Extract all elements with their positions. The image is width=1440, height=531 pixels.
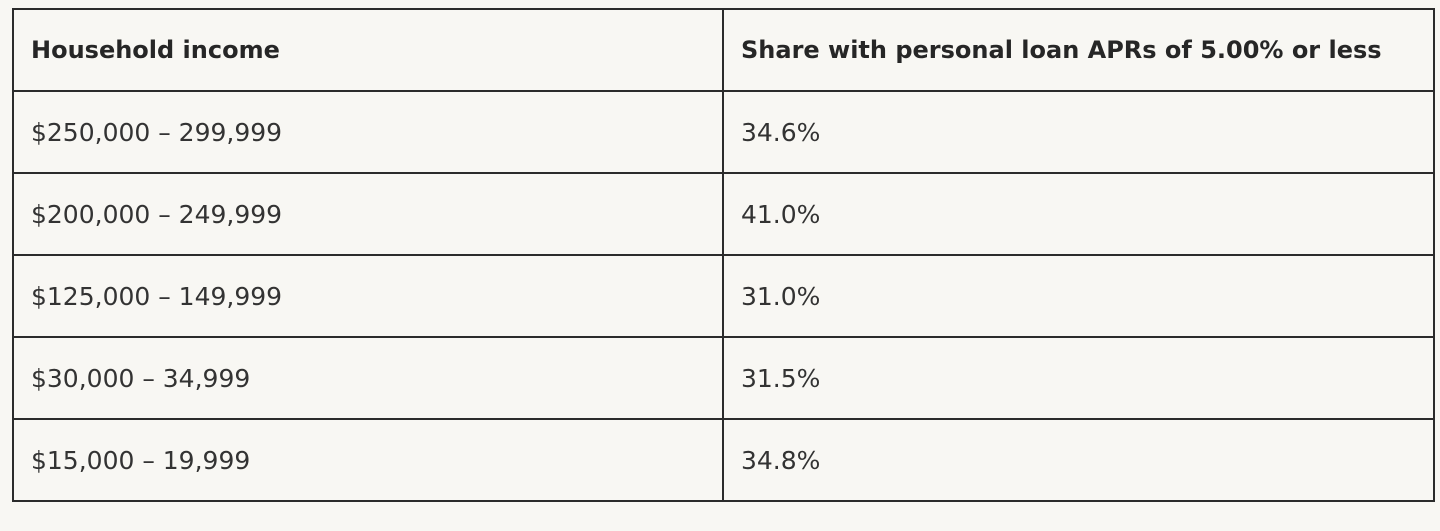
income-cell: $15,000 – 19,999 [12, 418, 724, 502]
header-household-income: Household income [12, 8, 724, 92]
income-apr-table: Household income Share with personal loa… [12, 8, 1435, 502]
share-cell: 34.6% [722, 90, 1435, 174]
table-header-row: Household income Share with personal loa… [12, 8, 1435, 92]
table-row: $30,000 – 34,999 31.5% [12, 336, 1435, 420]
income-cell: $250,000 – 299,999 [12, 90, 724, 174]
header-share-low-apr: Share with personal loan APRs of 5.00% o… [722, 8, 1435, 92]
table-row: $125,000 – 149,999 31.0% [12, 254, 1435, 338]
table-row: $200,000 – 249,999 41.0% [12, 172, 1435, 256]
table-row: $15,000 – 19,999 34.8% [12, 418, 1435, 502]
share-cell: 31.5% [722, 336, 1435, 420]
table-row: $250,000 – 299,999 34.6% [12, 90, 1435, 174]
income-cell: $125,000 – 149,999 [12, 254, 724, 338]
share-cell: 41.0% [722, 172, 1435, 256]
income-cell: $200,000 – 249,999 [12, 172, 724, 256]
income-cell: $30,000 – 34,999 [12, 336, 724, 420]
share-cell: 34.8% [722, 418, 1435, 502]
share-cell: 31.0% [722, 254, 1435, 338]
